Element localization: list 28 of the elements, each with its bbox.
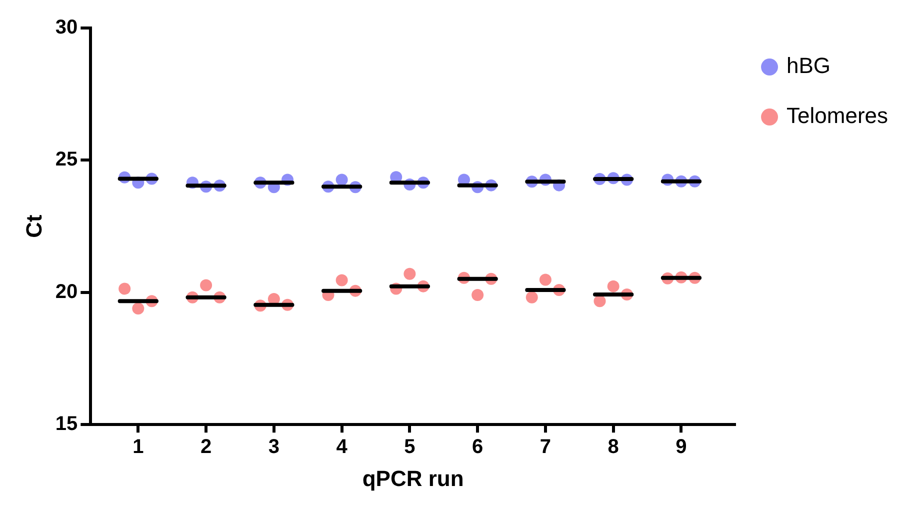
x-tick-label: 5 [404,436,416,458]
x-tick-label: 2 [200,436,212,458]
legend-label: Telomeres [786,103,888,128]
y-tick-label: 15 [55,413,78,436]
y-tick-label: 25 [55,148,78,171]
point [404,268,416,280]
point [132,302,144,315]
x-tick-label: 6 [472,436,484,458]
point [472,289,484,302]
x-tick-label: 4 [336,436,348,458]
point [526,291,538,304]
point [607,280,620,292]
y-tick-label: 30 [55,16,78,39]
x-tick-label: 8 [608,436,619,458]
x-tick-label: 3 [268,436,280,458]
x-tick-label: 9 [676,436,687,458]
x-axis-title: qPCR run [362,466,464,491]
x-tick-label: 1 [132,436,144,458]
x-tick-label: 7 [540,436,552,458]
y-axis-title: Ct [21,214,46,238]
y-tick-label: 20 [55,280,78,303]
point [118,282,131,295]
point [336,274,348,286]
point [539,274,552,286]
point [594,295,606,308]
point [336,174,348,186]
point [200,279,212,292]
legend-label: hBG [786,53,831,78]
